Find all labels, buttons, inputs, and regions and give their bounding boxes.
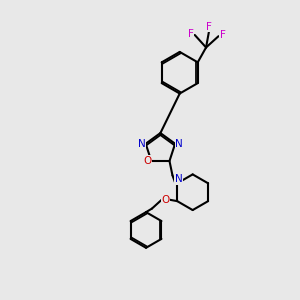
Text: F: F (206, 22, 212, 32)
Text: F: F (188, 29, 194, 39)
Text: N: N (138, 139, 146, 149)
Text: F: F (220, 30, 226, 40)
Text: N: N (175, 174, 183, 184)
Text: O: O (161, 195, 170, 205)
Text: N: N (176, 139, 183, 149)
Text: O: O (143, 156, 151, 166)
